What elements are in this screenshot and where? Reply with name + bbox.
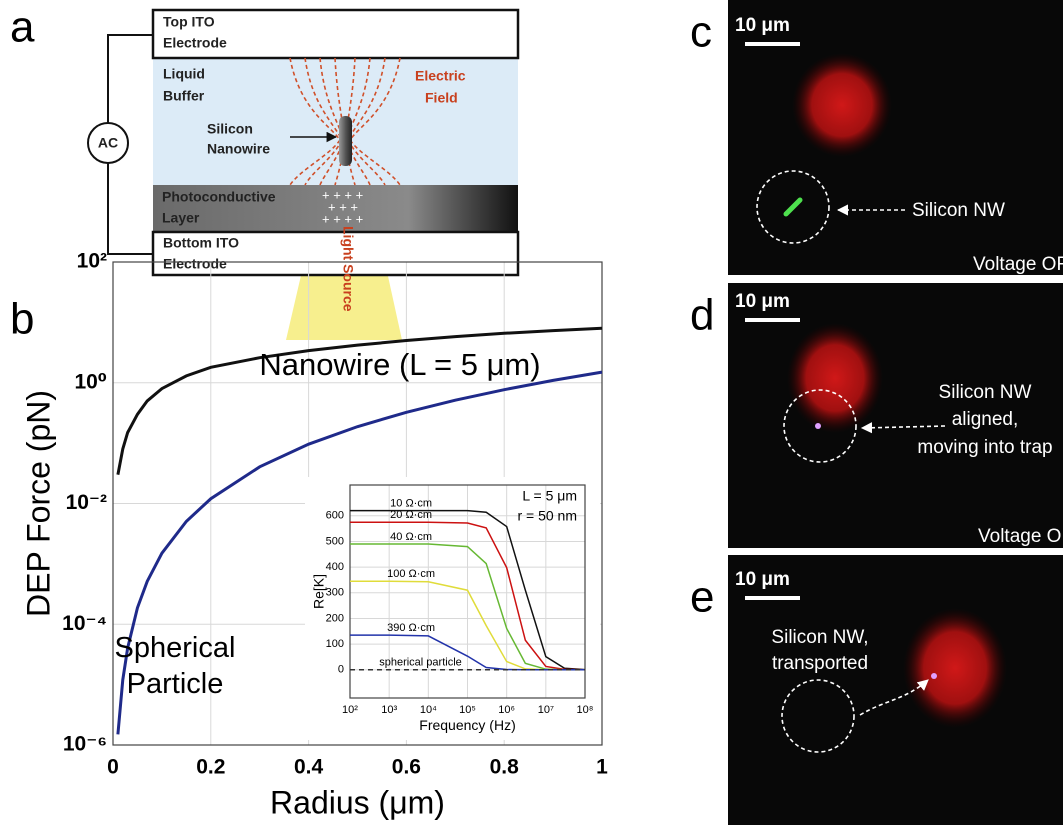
panel-label: e [690, 573, 714, 622]
label: Buffer [163, 88, 205, 104]
y-tick-label: 10⁻⁶ [63, 733, 107, 756]
panel-label: d [690, 291, 714, 340]
series-label: 40 Ω·cm [390, 531, 432, 543]
label: Light Source [340, 226, 356, 312]
y-tick-label: 0 [338, 664, 344, 676]
wire [108, 35, 153, 123]
label: Electric [415, 68, 466, 84]
series-label: 100 Ω·cm [387, 568, 435, 580]
series-label: 390 Ω·cm [387, 622, 435, 634]
x-tick-label: 10⁴ [420, 704, 437, 716]
label: Electrode [163, 256, 227, 272]
x-tick-label: 10² [342, 704, 358, 716]
annotation: transported [772, 653, 868, 674]
annotation: Silicon NW [939, 382, 1032, 403]
y-tick-label: 500 [326, 535, 344, 547]
label: Field [425, 90, 458, 106]
panel-label: c [690, 8, 712, 57]
x-axis-label: Radius (μm) [270, 784, 445, 820]
scale-label: 10 μm [735, 569, 790, 590]
micrographs: c d e 10 μm 10 μm 10 μm Silicon NW Silic… [690, 0, 1063, 825]
x-tick-label: 10⁶ [498, 704, 515, 716]
panel-label: a [10, 3, 35, 52]
panel-bg [728, 555, 1063, 825]
trap [792, 53, 892, 157]
scale-label: 10 μm [735, 15, 790, 36]
annotation: aligned, [952, 409, 1019, 430]
series-label: Spherical Particle [95, 630, 295, 720]
annotation: L = 5 μm [522, 488, 577, 504]
series-label: 10 Ω·cm [390, 498, 432, 510]
label: Nanowire [207, 141, 270, 157]
x-tick-label: 0 [107, 756, 119, 779]
label: Layer [162, 210, 200, 226]
x-tick-label: 1 [596, 756, 608, 779]
y-axis-label: Re[K] [311, 574, 327, 609]
annotation: moving into trap [917, 437, 1052, 458]
panel-bg [728, 0, 1063, 275]
trap [903, 608, 1007, 728]
y-tick-label: 10² [77, 250, 107, 273]
charges: + + + ++ + ++ + + + [322, 187, 363, 226]
x-tick-label: 0.8 [490, 756, 520, 779]
label: Liquid [163, 66, 205, 82]
x-tick-label: 0.6 [392, 756, 421, 779]
nanowire [931, 673, 937, 679]
y-tick-label: 100 [326, 638, 344, 650]
y-tick-label: 10⁻² [66, 491, 107, 514]
x-tick-label: 10³ [381, 704, 397, 716]
x-tick-label: 10⁵ [459, 704, 476, 716]
label: Silicon [207, 121, 253, 137]
x-tick-label: 10⁸ [577, 704, 594, 716]
wire [108, 163, 153, 254]
annotation: Silicon NW [912, 200, 1005, 221]
condition: Voltage ON [978, 526, 1063, 547]
series-label: Nanowire (L = 5 μm) [259, 347, 540, 382]
series-label: Spherical Particle [95, 630, 255, 702]
chart: 0 100 200 300 400 500 600 10² 10³ 10⁴ 10⁵ 10⁶ 10⁷ 10⁸… [305, 477, 600, 740]
annotation: Silicon NW, [771, 627, 868, 648]
label: Top ITO [163, 14, 215, 30]
x-tick-label: 0.4 [294, 756, 324, 779]
ac-label: AC [98, 135, 118, 151]
label: Bottom ITO [163, 235, 239, 251]
y-tick-label: 300 [326, 587, 344, 599]
nanowire [339, 116, 352, 166]
y-tick-label: 200 [326, 612, 344, 624]
figure: a AC + + + ++ + ++ + + + Top ITO Electro… [0, 0, 1063, 825]
y-tick-label: 600 [326, 510, 344, 522]
series-label: spherical particle [379, 657, 462, 669]
y-axis-label: DEP Force (pN) [20, 390, 56, 617]
label: Electrode [163, 35, 227, 51]
x-tick-label: 0.2 [196, 756, 225, 779]
scale-label: 10 μm [735, 291, 790, 312]
series-label: 20 Ω·cm [390, 509, 432, 521]
diagram: a AC + + + ++ + ++ + + + Top ITO Electro… [10, 3, 518, 340]
label: Photoconductive [162, 189, 276, 205]
x-tick-label: 10⁷ [538, 704, 554, 716]
panel-label: b [10, 295, 34, 344]
trap [787, 323, 883, 433]
x-axis-label: Frequency (Hz) [419, 717, 515, 733]
y-tick-label: 400 [326, 561, 344, 573]
svg-text:+ + + +: + + + + [322, 211, 363, 226]
y-tick-label: 10⁰ [74, 370, 107, 393]
condition: Voltage OFF [973, 254, 1063, 275]
annotation: r = 50 nm [517, 508, 577, 524]
nanowire [815, 423, 821, 429]
